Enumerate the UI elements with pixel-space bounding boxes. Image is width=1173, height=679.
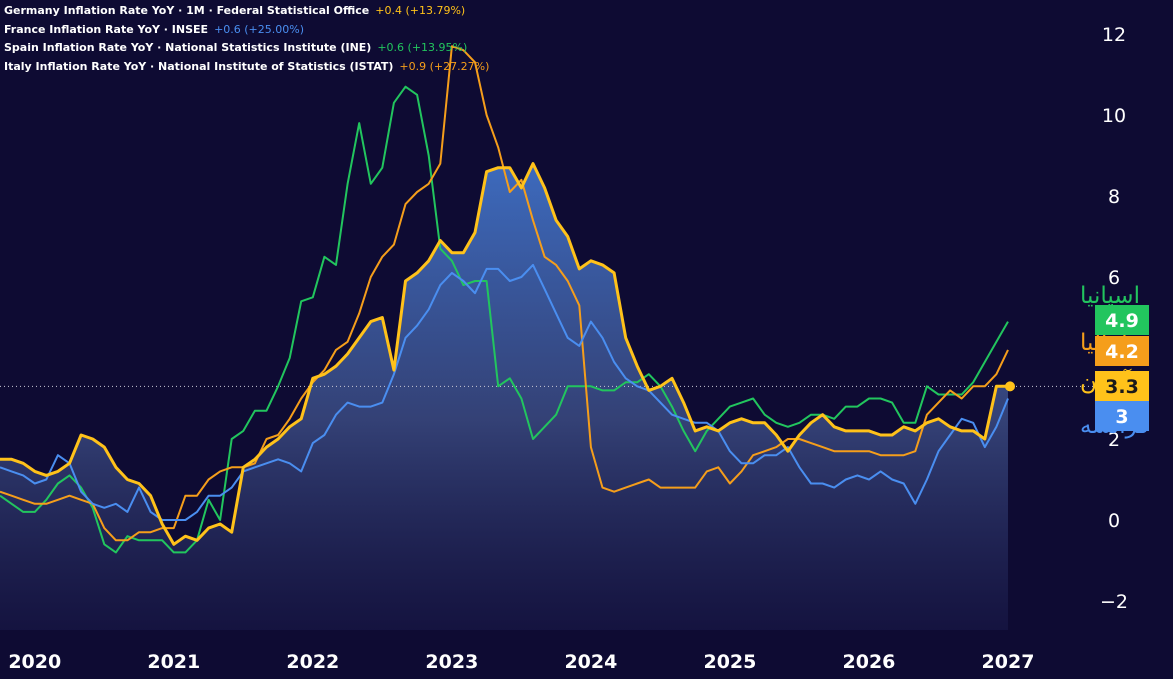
y-tick-label: 8 [1108,186,1120,208]
y-tick-label: 12 [1102,24,1126,46]
x-tick-label: 2023 [425,651,478,673]
x-tick-label: 2025 [703,651,756,673]
y-tick-label: 10 [1102,105,1126,127]
legend-row-italy[interactable]: Italy Inflation Rate YoY · National Inst… [4,58,489,77]
last-point-markers [1005,381,1015,392]
x-tick-label: 2024 [564,651,617,673]
legend-change-italy: +0.9 (+27.27%) [399,59,490,73]
last-value-badges: 4.9 4.2 3 3.3 [1095,305,1149,431]
france-value-badge-text: 3 [1115,406,1128,428]
germany-area-fill [0,163,1008,630]
x-tick-label: 2027 [982,651,1035,673]
x-tick-label: 2021 [147,651,200,673]
legend-row-spain[interactable]: Spain Inflation Rate YoY · National Stat… [4,39,489,58]
legend-change-germany: +0.4 (+13.79%) [375,4,466,17]
spain-value-badge-text: 4.9 [1105,310,1139,332]
italy-value-badge [1095,336,1149,366]
france-value-badge [1095,401,1149,431]
spain-value-badge [1095,305,1149,335]
y-tick-label: 0 [1108,510,1120,532]
legend-change-france: +0.6 (+25.00%) [214,22,305,36]
germany-area [0,163,1008,630]
germany-last-point [1005,381,1015,392]
x-tick-label: 2026 [843,651,896,673]
y-tick-label: 2 [1108,429,1120,451]
legend-name-germany: Germany Inflation Rate YoY · 1M · Federa… [4,4,370,17]
italy-value-badge-text: 4.2 [1105,341,1139,363]
legend-name-france: France Inflation Rate YoY · INSEE [4,22,209,36]
legend-name-spain: Spain Inflation Rate YoY · National Stat… [4,41,372,54]
legend-row-france[interactable]: France Inflation Rate YoY · INSEE +0.6 (+… [4,21,489,40]
x-tick-label: 2022 [286,651,339,673]
legend-name-italy: Italy Inflation Rate YoY · National Inst… [4,59,394,73]
germany-value-badge-text: 3.3 [1105,376,1139,398]
y-tick-label: 6 [1108,267,1120,289]
germany-value-badge [1095,371,1149,401]
y-tick-label: −2 [1100,591,1128,613]
spain-country-label: اسپانیا [1080,283,1140,309]
x-tick-label: 2020 [8,651,61,673]
germany-series-line [0,162,1008,546]
series-lines [0,45,1009,554]
legend-change-spain: +0.6 (+13.95%) [377,41,468,54]
chart-legend: Germany Inflation Rate YoY · 1M · Federa… [4,2,489,76]
legend-row-germany[interactable]: Germany Inflation Rate YoY · 1M · Federa… [4,2,489,21]
france-series-line [0,263,1009,521]
italy-series-line [0,45,1009,542]
x-axis: 2020 2021 2022 2023 2024 2025 2026 2027 [8,651,1034,673]
spain-series-line [0,85,1009,554]
